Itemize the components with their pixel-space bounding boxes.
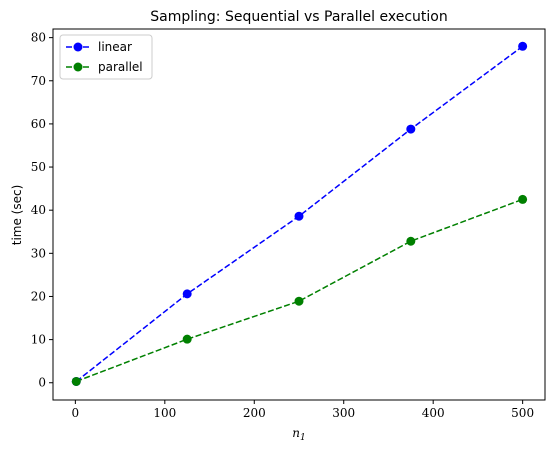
y-axis-label: time (sec) — [10, 185, 24, 246]
legend-box — [59, 34, 153, 80]
x-tick-label: 200 — [243, 406, 266, 420]
legend-marker-linear — [73, 42, 83, 52]
y-tick-label: 50 — [31, 160, 46, 174]
legend-label-linear: linear — [98, 40, 132, 54]
data-point-parallel — [294, 296, 304, 306]
data-point-linear — [294, 211, 304, 221]
x-tick-label: 100 — [153, 406, 176, 420]
x-tick-label: 500 — [511, 406, 534, 420]
legend-label-parallel: parallel — [98, 60, 143, 74]
x-tick-label: 300 — [332, 406, 355, 420]
data-point-linear — [406, 124, 416, 134]
data-point-parallel — [518, 194, 528, 204]
y-tick-label: 0 — [38, 376, 46, 390]
data-point-linear — [182, 289, 192, 299]
data-point-parallel — [182, 334, 192, 344]
plot-area — [71, 41, 528, 386]
y-tick-label: 60 — [31, 117, 46, 131]
series-line-parallel — [76, 198, 523, 383]
x-tick-label: 0 — [72, 406, 80, 420]
y-tick-label: 80 — [31, 31, 46, 45]
y-axis: 0 10 20 30 40 50 60 70 80 — [31, 31, 53, 390]
plot-frame — [52, 28, 546, 401]
x-tick-label: 400 — [422, 406, 445, 420]
x-axis-label: n1 — [292, 426, 305, 443]
y-tick-label: 10 — [31, 333, 46, 347]
data-point-parallel — [406, 236, 416, 246]
x-axis: 0 100 200 300 400 500 — [72, 400, 534, 420]
chart-title: Sampling: Sequential vs Parallel executi… — [150, 9, 447, 25]
legend-marker-parallel — [73, 62, 83, 72]
y-tick-label: 40 — [31, 203, 46, 217]
y-tick-label: 30 — [31, 246, 46, 260]
data-point-parallel — [71, 376, 81, 386]
legend: linear parallel — [59, 34, 153, 80]
y-tick-label: 20 — [31, 289, 46, 303]
y-tick-label: 70 — [31, 74, 46, 88]
data-point-linear — [518, 41, 528, 51]
